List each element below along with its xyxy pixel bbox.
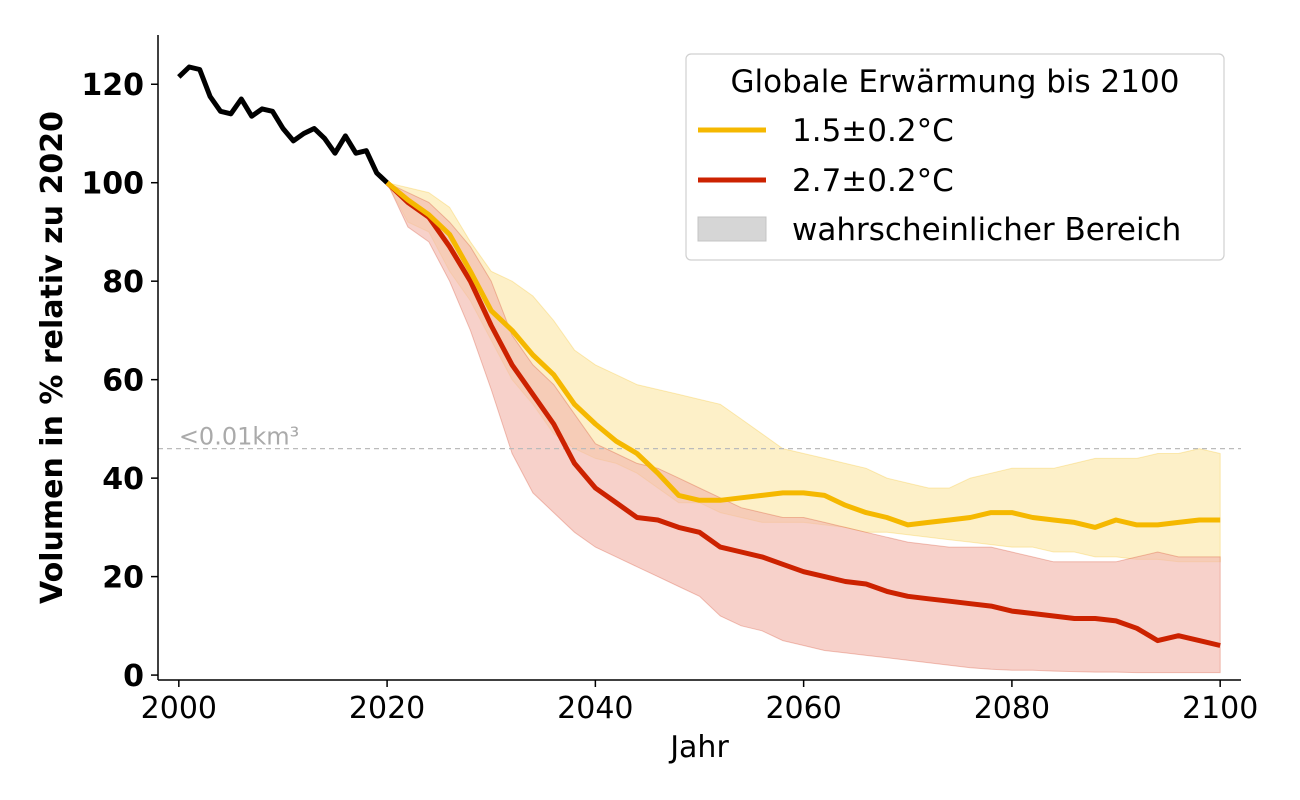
x-tick-label: 2060 xyxy=(765,691,841,726)
line-1-5 xyxy=(385,180,1221,530)
y-axis-title: Volumen in % relativ zu 2020 xyxy=(35,111,70,604)
y-ticks: 0 20 40 60 80 100 120 xyxy=(81,68,158,694)
legend-label-2-7: 2.7±0.2°C xyxy=(792,163,954,199)
y-tick-label: 100 xyxy=(81,167,144,202)
x-tick-label: 2020 xyxy=(349,691,425,726)
legend-swatch-range xyxy=(697,216,767,242)
legend-label-1-5: 1.5±0.2°C xyxy=(792,113,954,149)
line-historical xyxy=(177,64,389,185)
x-tick-label: 2040 xyxy=(557,691,633,726)
series-lines xyxy=(177,64,1221,648)
y-tick-label: 0 xyxy=(123,659,144,694)
legend-label-range: wahrscheinlicher Bereich xyxy=(792,212,1181,248)
legend-box xyxy=(685,53,1225,261)
x-tick-label: 2080 xyxy=(974,691,1050,726)
y-tick-label: 20 xyxy=(102,561,144,596)
y-tick-label: 60 xyxy=(102,364,144,399)
line-2-7 xyxy=(385,180,1221,648)
y-tick-label: 80 xyxy=(102,265,144,300)
x-tick-label: 2000 xyxy=(141,691,217,726)
x-tick-label: 2100 xyxy=(1182,691,1258,726)
threshold-annotation: <0.01km³ xyxy=(179,423,299,451)
y-tick-label: 40 xyxy=(102,462,144,497)
x-axis-title: Jahr xyxy=(668,730,729,765)
x-ticks: 2000 2020 2040 2060 2080 2100 xyxy=(141,680,1258,726)
y-tick-label: 120 xyxy=(81,68,144,103)
legend: Globale Erwärmung bis 2100 1.5±0.2°C 2.7… xyxy=(685,53,1225,261)
legend-title: Globale Erwärmung bis 2100 xyxy=(731,64,1180,100)
